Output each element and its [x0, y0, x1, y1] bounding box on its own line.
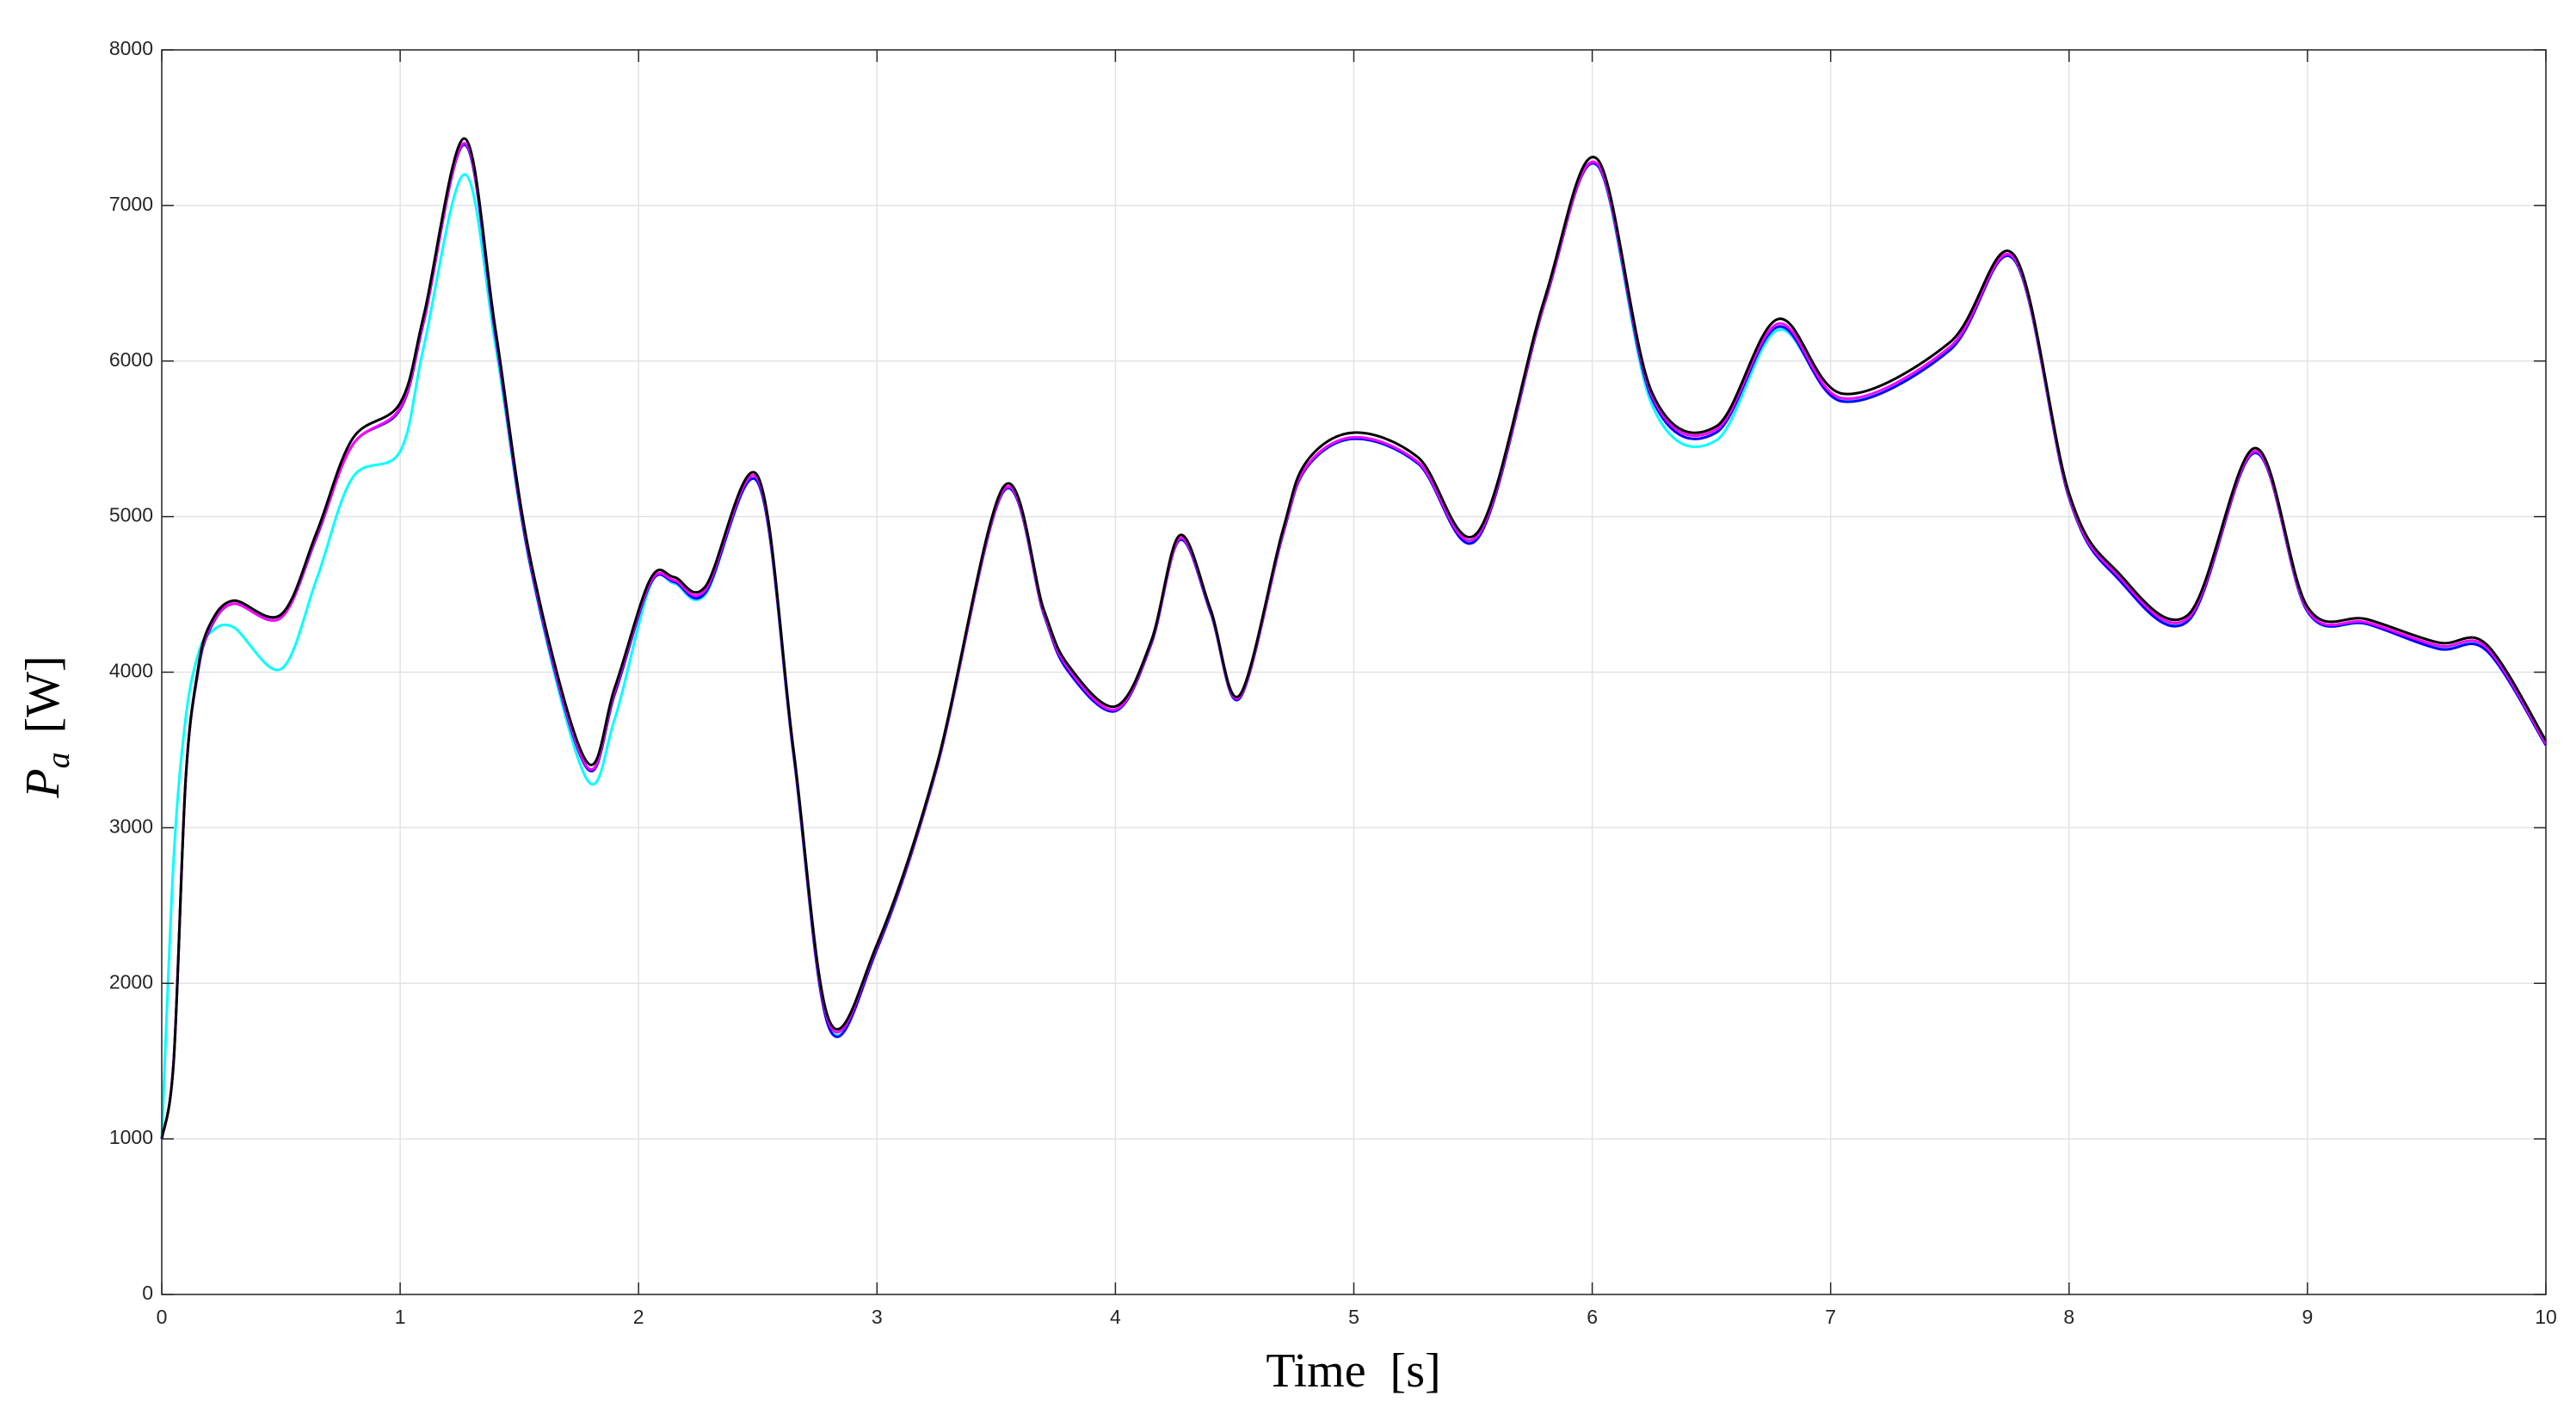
y-tick-label: 3000: [109, 815, 153, 837]
x-tick-label: 7: [1825, 1306, 1836, 1328]
y-tick-label: 8000: [109, 37, 153, 59]
x-tick-label: 3: [872, 1306, 883, 1328]
y-tick-label: 1000: [109, 1126, 153, 1148]
x-axis-label: Time [s]: [1266, 1344, 1440, 1398]
x-tick-label: 1: [395, 1306, 406, 1328]
x-tick-label: 8: [2063, 1306, 2074, 1328]
y-tick-label: 4000: [109, 660, 153, 682]
y-tick-label: 7000: [109, 193, 153, 215]
x-tick-label: 2: [633, 1306, 644, 1328]
x-tick-label: 4: [1110, 1306, 1121, 1328]
x-tick-label: 6: [1587, 1306, 1598, 1328]
y-tick-label: 6000: [109, 348, 153, 371]
y-tick-label: 0: [142, 1282, 153, 1304]
y-axis-label: Pa [W]: [16, 655, 77, 798]
axes: 0 1 2 3 4 5 6 7 8 9 10 0 1000 2000 3000 4000 5000 6000 700…: [109, 37, 2557, 1328]
x-tick-label: 9: [2302, 1306, 2314, 1328]
y-tick-label: 2000: [109, 970, 153, 993]
x-tick-label: 10: [2535, 1306, 2557, 1328]
x-tick-label: 5: [1348, 1306, 1359, 1328]
y-label-subscript: a: [40, 752, 77, 768]
lines: [160, 137, 2548, 1140]
y-tick-label: 5000: [109, 504, 153, 526]
axes-box: [161, 49, 2547, 1295]
x-tick-label: 0: [157, 1306, 168, 1328]
data-line: [160, 137, 2548, 1140]
y-label-symbol: P: [16, 768, 70, 798]
y-label-unit: [W]: [16, 655, 70, 733]
